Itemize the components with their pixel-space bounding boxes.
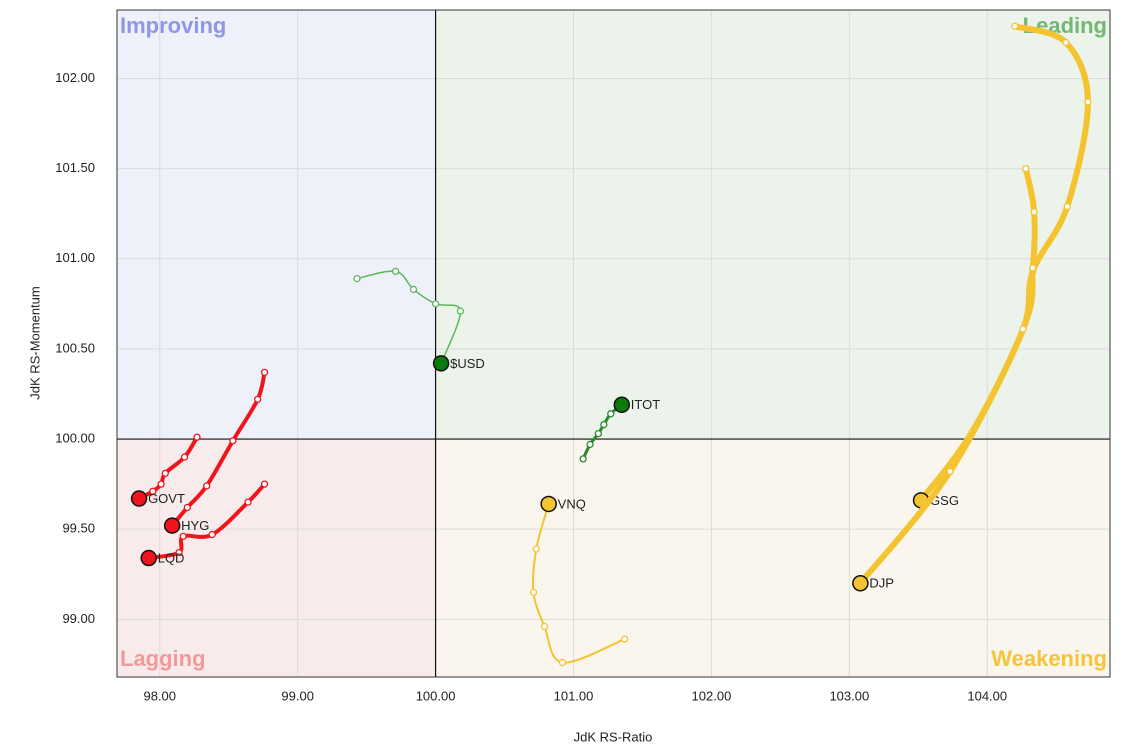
- tail-point: [157, 480, 165, 488]
- tail-point: [946, 467, 954, 476]
- head-point: [140, 549, 157, 567]
- series-label: LQD: [158, 550, 185, 565]
- tail-point: [353, 274, 361, 283]
- tail-point: [529, 588, 538, 596]
- tail-point: [391, 267, 400, 276]
- y-tick-label: 101.50: [55, 160, 95, 175]
- tail-point: [1011, 22, 1019, 30]
- tail-point: [540, 622, 549, 631]
- tail-point: [180, 453, 189, 461]
- x-tick-label: 99.00: [281, 688, 314, 703]
- tail-point: [620, 635, 629, 643]
- tail-point: [579, 455, 587, 463]
- x-tick-label: 103.00: [829, 688, 869, 703]
- x-tick-label: 104.00: [967, 688, 1007, 703]
- y-tick-label: 99.50: [62, 521, 95, 536]
- x-tick-label: 100.00: [416, 688, 456, 703]
- y-tick-label: 102.00: [55, 70, 95, 85]
- x-tick-label: 102.00: [692, 688, 732, 703]
- quadrant: [435, 439, 1110, 677]
- head-point: [432, 355, 450, 372]
- quadrant: [117, 439, 436, 677]
- tail-point: [1062, 38, 1070, 47]
- series-label: $USD: [450, 356, 485, 371]
- tail-point: [260, 480, 269, 488]
- tail-point: [1029, 264, 1037, 272]
- quadrant: [435, 10, 1110, 440]
- quadrant: [117, 10, 436, 440]
- plot: [116, 9, 1111, 678]
- series-label: GSG: [930, 493, 959, 508]
- tail-point: [532, 545, 540, 553]
- head-point: [613, 396, 631, 414]
- head-point: [852, 575, 869, 592]
- tail-point: [1084, 98, 1092, 106]
- tail-point: [183, 503, 191, 512]
- plot-frame: [116, 9, 1111, 678]
- quadrant-label: Improving: [120, 13, 226, 38]
- tail-point: [558, 658, 567, 667]
- quadrant-label: Weakening: [991, 646, 1107, 671]
- quadrant-label: Leading: [1023, 13, 1107, 38]
- tail-point: [244, 498, 252, 506]
- tail-point: [586, 440, 594, 449]
- head-point: [130, 490, 148, 507]
- tail-point: [208, 530, 216, 539]
- tail-point: [229, 437, 237, 445]
- x-axis-label: JdK RS-Ratio: [574, 729, 653, 744]
- tail-point: [179, 532, 187, 541]
- tail-point: [193, 433, 201, 441]
- tail-point: [161, 469, 169, 477]
- tail-point: [431, 300, 440, 308]
- tail-point: [1022, 164, 1030, 173]
- tail-point: [1063, 202, 1071, 211]
- series-label: GOVT: [148, 491, 185, 506]
- y-tick-label: 99.00: [62, 611, 95, 626]
- x-tick-label: 101.00: [554, 688, 594, 703]
- tail-point: [149, 487, 157, 495]
- y-tick-label: 101.00: [55, 250, 95, 265]
- tail-point: [1030, 208, 1038, 216]
- tail-point: [260, 368, 269, 376]
- y-axis-label: JdK RS-Momentum: [27, 286, 42, 399]
- tail-point: [175, 548, 183, 557]
- series-label: ITOT: [631, 397, 660, 412]
- quadrant-label: Lagging: [120, 646, 206, 671]
- tail-point: [202, 482, 211, 490]
- series-label: VNQ: [558, 496, 586, 511]
- head-point: [540, 495, 557, 513]
- tail-point: [1019, 325, 1027, 333]
- tail-point: [456, 307, 465, 315]
- tail-point: [600, 420, 608, 429]
- tail-point: [254, 395, 262, 404]
- tail-point: [607, 410, 615, 418]
- series-label: DJP: [869, 576, 894, 591]
- x-tick-label: 98.00: [143, 688, 176, 703]
- series-label: HYG: [181, 518, 209, 533]
- y-tick-label: 100.00: [55, 430, 95, 445]
- tail-point: [594, 429, 602, 438]
- tail-point: [409, 285, 418, 294]
- y-tick-label: 100.50: [55, 340, 95, 355]
- head-point: [163, 517, 181, 534]
